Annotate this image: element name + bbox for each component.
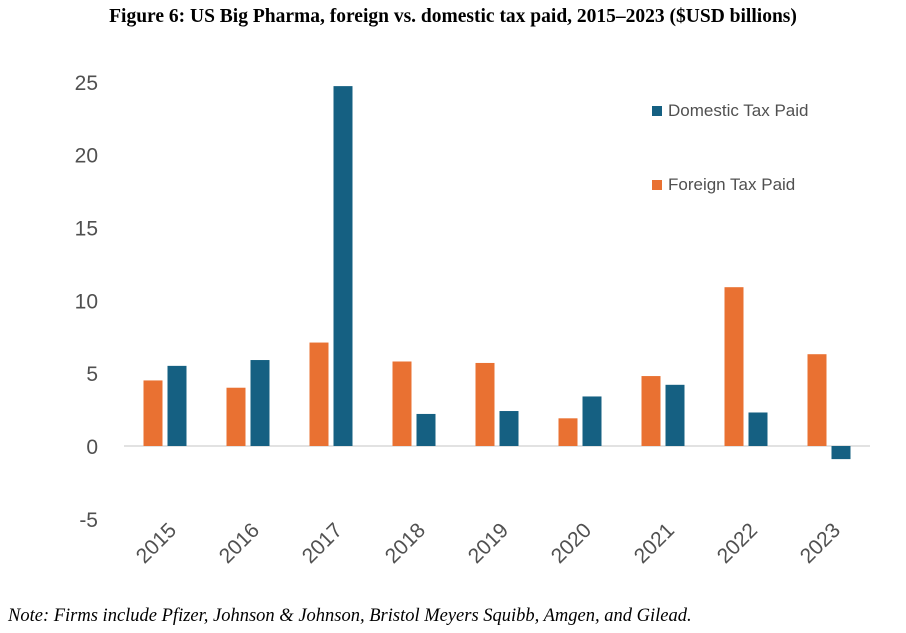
y-tick-label: 20: [75, 145, 98, 168]
y-tick-label: 0: [86, 436, 98, 459]
foreign-bar-2015: [143, 380, 163, 446]
x-tick-label: 2019: [464, 519, 513, 568]
y-tick-label: -5: [79, 509, 98, 532]
x-tick-label: 2023: [796, 519, 845, 568]
domestic-bar-2021: [665, 384, 685, 446]
domestic-bar-2015: [167, 365, 187, 446]
foreign-bar-2016: [226, 387, 246, 446]
domestic-bar-2016: [250, 360, 270, 446]
foreign-bar-2023: [807, 354, 827, 446]
x-tick-label: 2015: [132, 519, 181, 568]
x-tick-label: 2018: [381, 519, 430, 568]
chart-title: Figure 6: US Big Pharma, foreign vs. dom…: [109, 6, 797, 27]
x-tick-label: 2022: [713, 519, 762, 568]
legend-label: Foreign Tax Paid: [668, 175, 795, 194]
chart-note: Note: Firms include Pfizer, Johnson & Jo…: [8, 606, 692, 626]
foreign-bar-2020: [558, 418, 578, 446]
y-tick-label: 10: [75, 290, 98, 313]
legend-swatch: [652, 180, 662, 190]
x-tick-label: 2017: [298, 519, 347, 568]
foreign-bar-2022: [724, 287, 744, 446]
foreign-bar-2017: [309, 342, 329, 446]
domestic-bar-2023: [831, 446, 851, 460]
foreign-bar-2019: [475, 362, 495, 446]
x-tick-label: 2020: [547, 519, 596, 568]
legend-swatch: [652, 106, 662, 116]
x-tick-label: 2021: [630, 519, 679, 568]
legend-label: Domestic Tax Paid: [668, 101, 808, 120]
foreign-bar-2021: [641, 376, 661, 446]
domestic-bar-2017: [333, 86, 353, 446]
y-tick-label: 25: [75, 72, 98, 95]
domestic-bar-2022: [748, 412, 768, 446]
y-tick-label: 5: [86, 363, 98, 386]
domestic-bar-2019: [499, 411, 519, 446]
foreign-bar-2018: [392, 361, 412, 446]
y-tick-label: 15: [75, 217, 98, 240]
domestic-bar-2020: [582, 396, 602, 446]
domestic-bar-2018: [416, 413, 436, 446]
x-tick-label: 2016: [215, 519, 264, 568]
